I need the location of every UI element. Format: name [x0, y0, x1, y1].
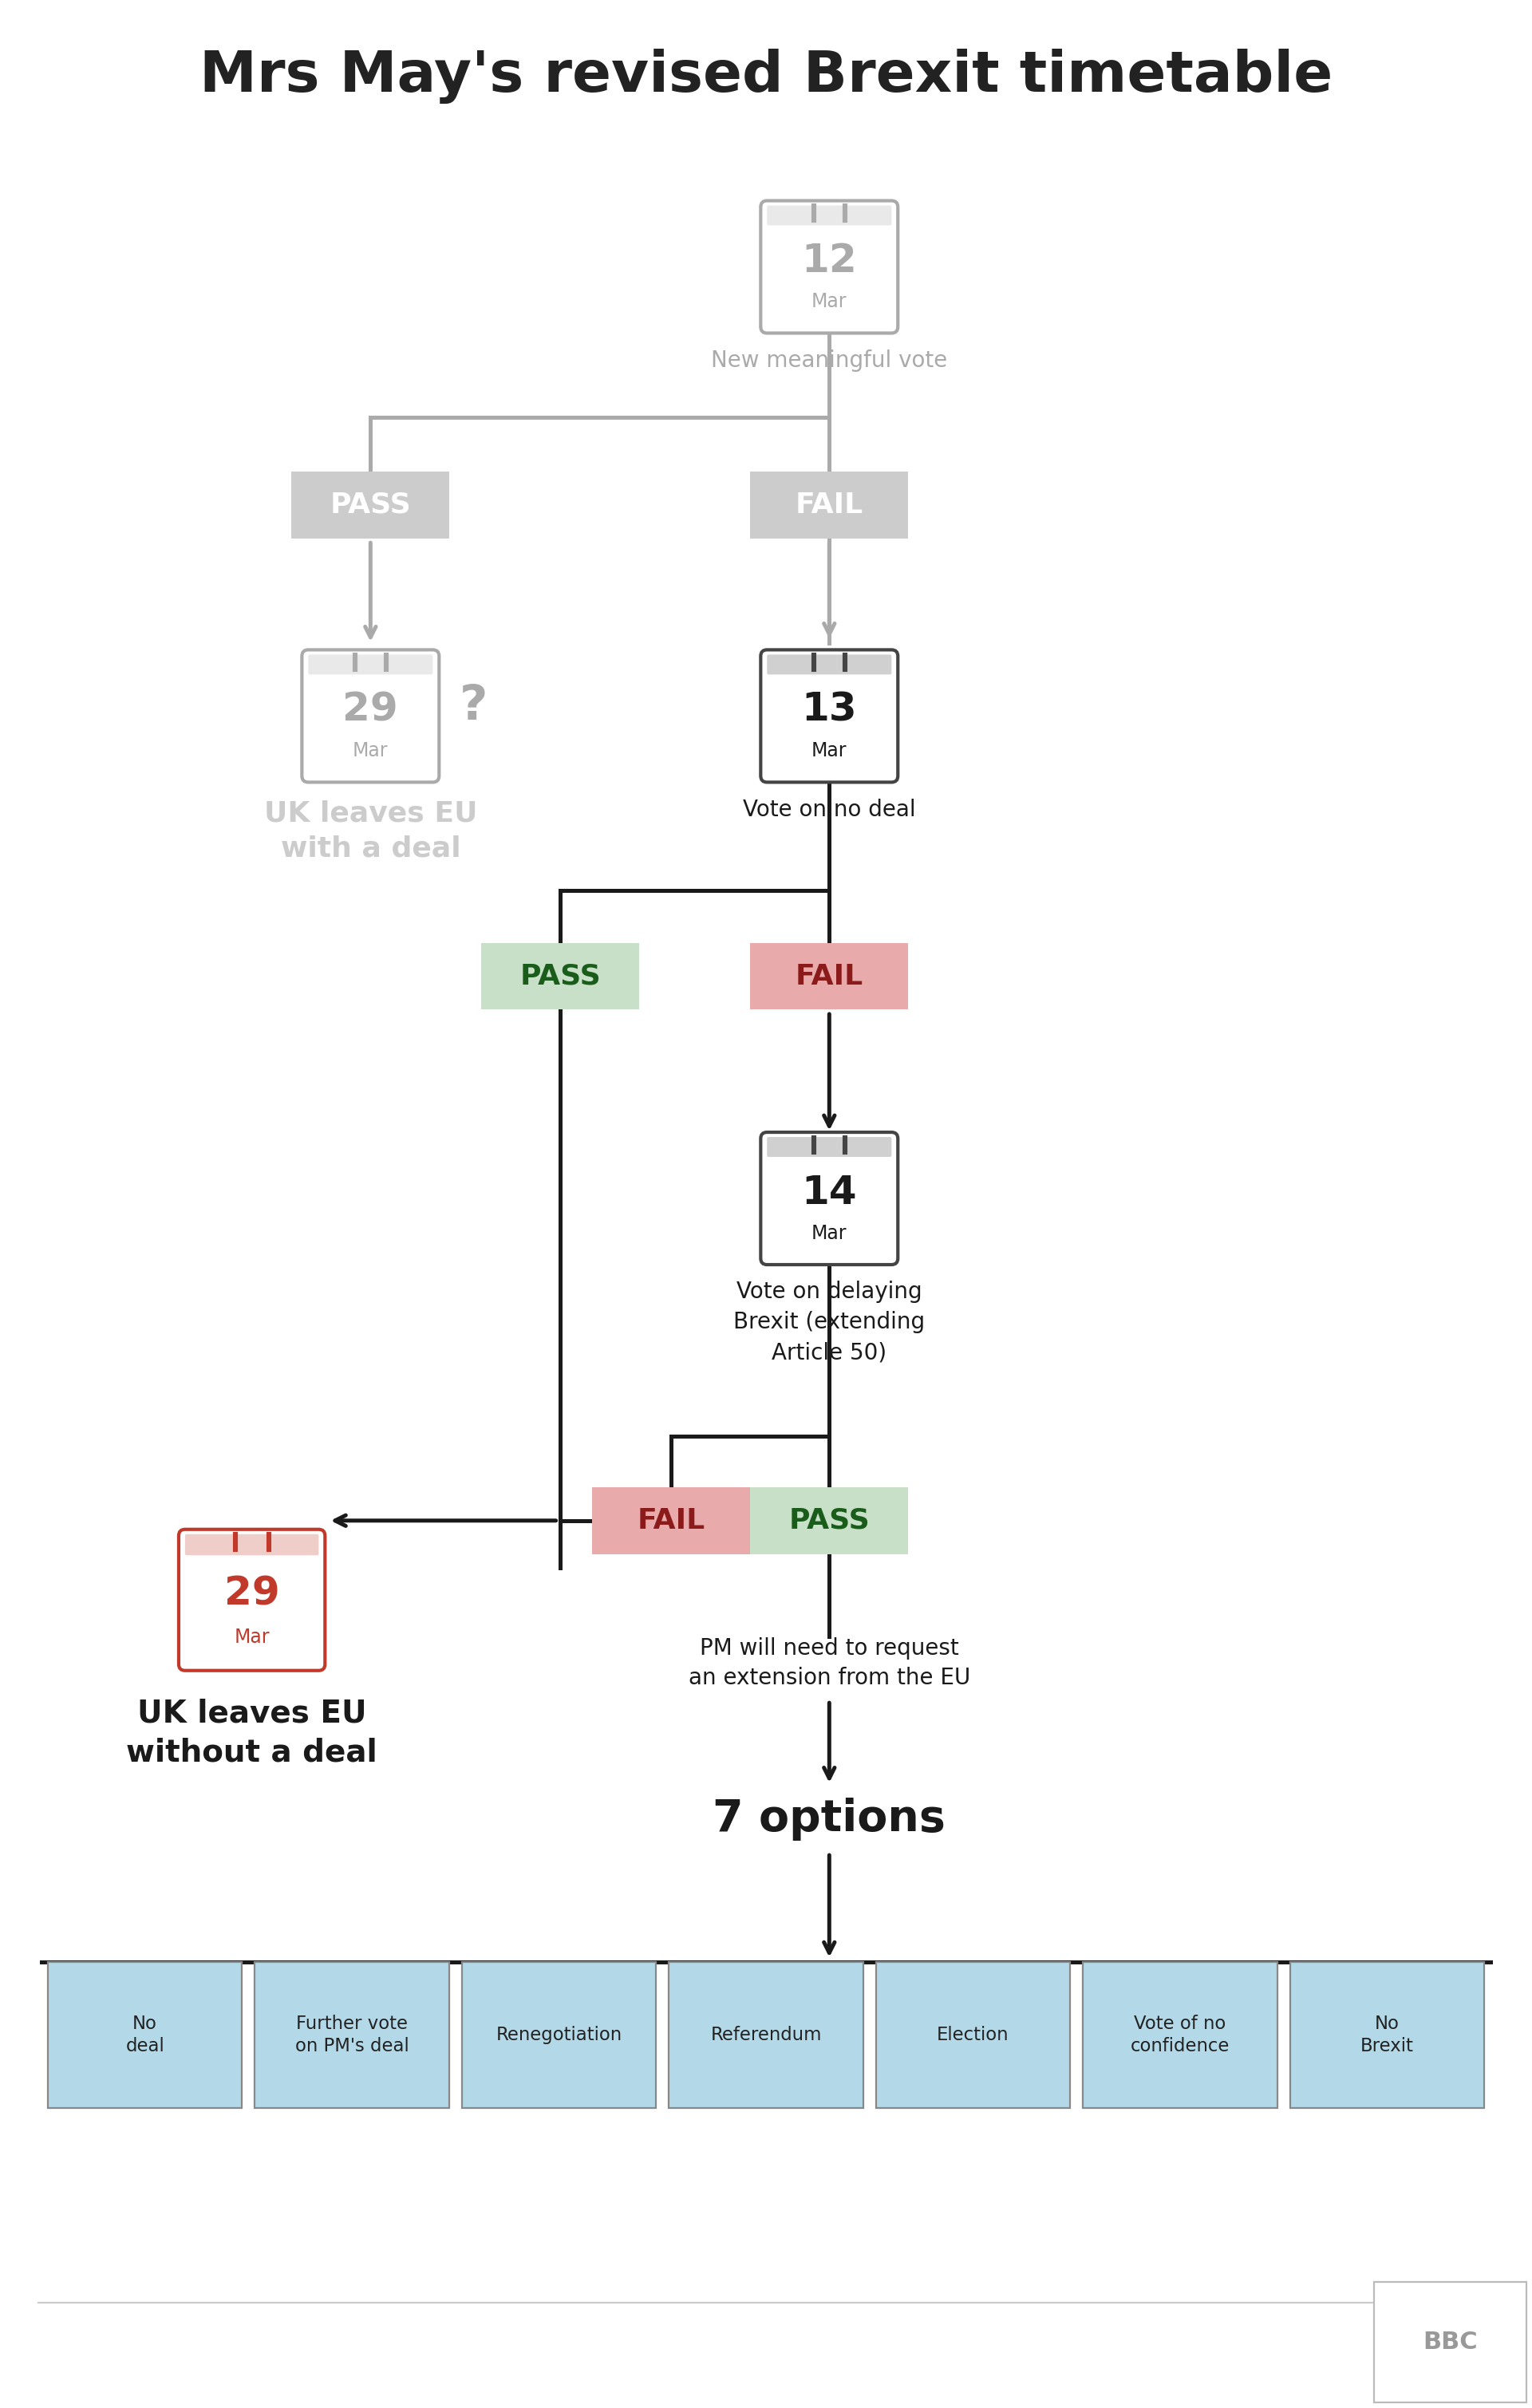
Text: FAIL: FAIL — [795, 491, 863, 518]
FancyBboxPatch shape — [876, 1963, 1071, 2107]
FancyBboxPatch shape — [179, 1529, 325, 1671]
FancyBboxPatch shape — [185, 1534, 319, 1556]
Text: New meaningful vote: New meaningful vote — [711, 349, 947, 371]
FancyBboxPatch shape — [591, 1488, 751, 1553]
Text: 7 options: 7 options — [712, 1796, 945, 1840]
FancyBboxPatch shape — [751, 1488, 908, 1553]
Text: 12: 12 — [801, 241, 856, 279]
Text: BBC: BBC — [1423, 2331, 1478, 2353]
Text: UK leaves EU
with a deal: UK leaves EU with a deal — [264, 799, 478, 862]
FancyBboxPatch shape — [768, 655, 892, 674]
Text: Vote on no deal: Vote on no deal — [743, 799, 916, 821]
FancyBboxPatch shape — [308, 655, 432, 674]
Text: Renegotiation: Renegotiation — [496, 2025, 622, 2044]
Text: No
Brexit: No Brexit — [1360, 2013, 1414, 2056]
FancyBboxPatch shape — [47, 1963, 242, 2107]
FancyBboxPatch shape — [461, 1963, 656, 2107]
Text: 14: 14 — [801, 1173, 856, 1211]
Text: 29: 29 — [343, 691, 398, 730]
Text: Referendum: Referendum — [711, 2025, 821, 2044]
Text: PASS: PASS — [789, 1507, 870, 1534]
Text: Mar: Mar — [234, 1628, 270, 1647]
FancyBboxPatch shape — [761, 1132, 898, 1264]
Text: 13: 13 — [801, 691, 856, 730]
Text: UK leaves EU
without a deal: UK leaves EU without a deal — [126, 1698, 377, 1767]
FancyBboxPatch shape — [761, 200, 898, 332]
Text: Mar: Mar — [352, 742, 388, 761]
FancyBboxPatch shape — [481, 944, 639, 1009]
Text: Mar: Mar — [812, 1223, 847, 1243]
Text: PM will need to request
an extension from the EU: PM will need to request an extension fro… — [688, 1637, 970, 1690]
FancyBboxPatch shape — [302, 650, 440, 783]
FancyBboxPatch shape — [1083, 1963, 1278, 2107]
FancyBboxPatch shape — [768, 1137, 892, 1156]
Text: Vote on delaying
Brexit (extending
Article 50): Vote on delaying Brexit (extending Artic… — [734, 1281, 925, 1363]
FancyBboxPatch shape — [669, 1963, 863, 2107]
Text: Election: Election — [938, 2025, 1010, 2044]
Text: FAIL: FAIL — [637, 1507, 705, 1534]
Text: Further vote
on PM's deal: Further vote on PM's deal — [296, 2013, 409, 2056]
Text: ?: ? — [460, 684, 487, 730]
Text: Mrs May's revised Brexit timetable: Mrs May's revised Brexit timetable — [199, 48, 1333, 104]
Text: FAIL: FAIL — [795, 963, 863, 990]
Text: PASS: PASS — [329, 491, 411, 518]
Text: 29: 29 — [224, 1575, 280, 1613]
FancyBboxPatch shape — [254, 1963, 449, 2107]
Text: No
deal: No deal — [126, 2013, 164, 2056]
FancyBboxPatch shape — [1290, 1963, 1485, 2107]
Text: PASS: PASS — [519, 963, 601, 990]
FancyBboxPatch shape — [751, 944, 908, 1009]
FancyBboxPatch shape — [761, 650, 898, 783]
FancyBboxPatch shape — [291, 472, 449, 539]
Text: Mar: Mar — [812, 742, 847, 761]
FancyBboxPatch shape — [768, 205, 892, 226]
FancyBboxPatch shape — [751, 472, 908, 539]
Text: Mar: Mar — [812, 291, 847, 311]
Text: Vote of no
confidence: Vote of no confidence — [1131, 2013, 1230, 2056]
